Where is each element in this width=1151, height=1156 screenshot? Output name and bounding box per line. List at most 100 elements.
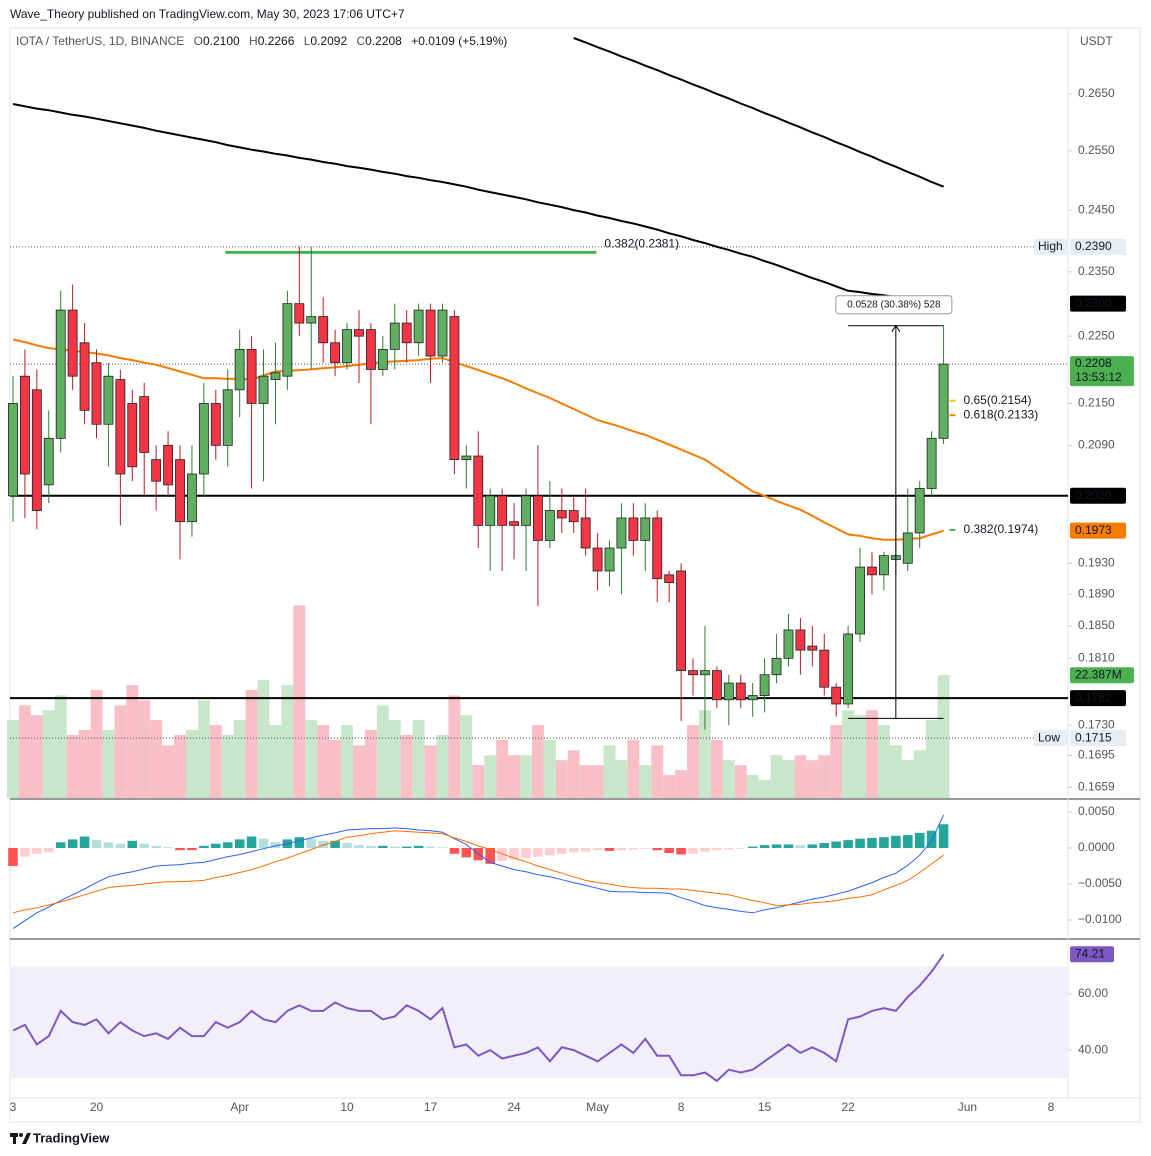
macd-hist-bar — [616, 848, 627, 851]
y-tick-label: 0.1850 — [1078, 618, 1115, 632]
frame — [9, 27, 1141, 1123]
macd-hist-bar — [306, 838, 317, 849]
candle-body — [532, 495, 543, 541]
candle-body — [556, 510, 567, 519]
macd-hist-bar — [592, 848, 603, 851]
candle-body — [163, 444, 174, 486]
macd-hist-bar — [378, 845, 388, 849]
volume-bar — [806, 760, 819, 798]
candle-body — [210, 403, 221, 446]
y-tick-label: 0.2250 — [1078, 328, 1115, 342]
candle-body — [604, 547, 615, 572]
macd-hist-bar — [139, 843, 149, 849]
volume-bar — [722, 760, 735, 798]
macd-hist-bar — [831, 841, 841, 849]
volume-bar — [138, 700, 151, 798]
candle-body — [425, 309, 436, 357]
macd-hist-bar — [91, 840, 102, 849]
candle-body — [544, 510, 555, 541]
volume-bar — [543, 739, 556, 798]
candle-body — [568, 510, 579, 523]
candle-body — [401, 322, 412, 344]
volume-bar — [901, 760, 914, 798]
ohlc-value: 0.2208 — [365, 34, 402, 48]
y-tick-label: 0.2350 — [1078, 264, 1115, 278]
publisher: Wave_Theory published on TradingView.com… — [10, 7, 405, 21]
macd-hist-bar — [771, 844, 782, 849]
macd-hist-bar — [413, 845, 424, 849]
ohlc-value: 0.2100 — [203, 34, 240, 48]
candle-body — [389, 322, 400, 350]
volume-bar — [603, 745, 616, 798]
y-tick-label: 0.2650 — [1078, 86, 1115, 100]
fib-label: 0.382(0.2381) — [604, 237, 679, 251]
macd-hist-bar — [568, 848, 579, 853]
volume-bar — [30, 715, 43, 798]
volume-bar — [341, 725, 354, 798]
x-tick-label: 8 — [1048, 1100, 1055, 1114]
x-tick-label: 17 — [424, 1100, 438, 1114]
x-tick-label: May — [586, 1100, 609, 1114]
macd-hist-bar — [903, 835, 913, 849]
level-name-box — [1034, 730, 1068, 747]
volume-bar — [448, 695, 461, 798]
volume-bar — [233, 720, 246, 798]
candle-body — [318, 316, 329, 344]
volume-tag-box — [1070, 667, 1134, 684]
volume-bar — [126, 684, 139, 798]
volume-bar — [734, 765, 747, 798]
volume-bar — [591, 765, 604, 798]
candle-body — [294, 303, 305, 324]
x-tick-label: 24 — [507, 1100, 521, 1114]
volume-bar — [866, 710, 878, 798]
y-tick-label: 0.2150 — [1078, 396, 1115, 410]
macd-hist-bar — [222, 842, 233, 849]
volume-bar — [460, 715, 473, 798]
volume-bar — [245, 689, 258, 798]
macd-hist-bar — [807, 844, 818, 849]
macd-hist-bar — [79, 836, 90, 849]
macd-hist-bar — [103, 842, 114, 849]
ma-line — [12, 338, 944, 541]
volume-bar — [627, 739, 640, 798]
candle-body — [198, 403, 209, 475]
macd-hist-bar — [700, 848, 710, 852]
volume-bar — [794, 755, 807, 798]
macd-hist-bar — [67, 839, 78, 849]
y-tick-label: 0.2550 — [1078, 143, 1115, 157]
price-tag-box — [1070, 356, 1134, 387]
candle-body — [330, 342, 341, 364]
macd-hist-bar — [926, 830, 937, 849]
fib-label: 0.382(0.1974) — [963, 522, 1038, 536]
volume-bar — [842, 710, 855, 798]
ohlc-key: C — [356, 34, 365, 48]
volume-bar — [758, 779, 771, 798]
candle-body — [497, 495, 508, 526]
macd-hist-bar — [640, 848, 651, 849]
macd-hist-bar — [652, 848, 663, 851]
macd-hist-bar — [163, 847, 173, 849]
volume-bar — [78, 729, 91, 798]
macd-hist-bar — [759, 845, 770, 849]
volume-bar — [269, 725, 282, 798]
volume-bar — [185, 729, 198, 798]
macd-hist-bar — [557, 848, 567, 854]
macd-hist-bar — [676, 848, 686, 855]
macd-hist-bar — [115, 843, 126, 849]
candle-body — [354, 329, 364, 337]
price-tag: 0.2020 — [1075, 488, 1112, 502]
volume-bar — [687, 725, 699, 798]
candle-body — [258, 375, 269, 404]
volume-bar — [162, 745, 175, 798]
volume-bar — [615, 760, 628, 798]
candle-body — [831, 686, 842, 705]
macd-hist-bar — [175, 848, 185, 851]
candle-body — [306, 316, 317, 324]
macd-hist-bar — [664, 848, 674, 854]
candle-body — [700, 670, 710, 676]
macd-hist-bar — [342, 842, 352, 849]
macd-hist-bar — [187, 848, 197, 851]
volume-bar — [579, 765, 592, 798]
volume-bar — [209, 725, 222, 798]
volume-bar — [818, 755, 831, 798]
